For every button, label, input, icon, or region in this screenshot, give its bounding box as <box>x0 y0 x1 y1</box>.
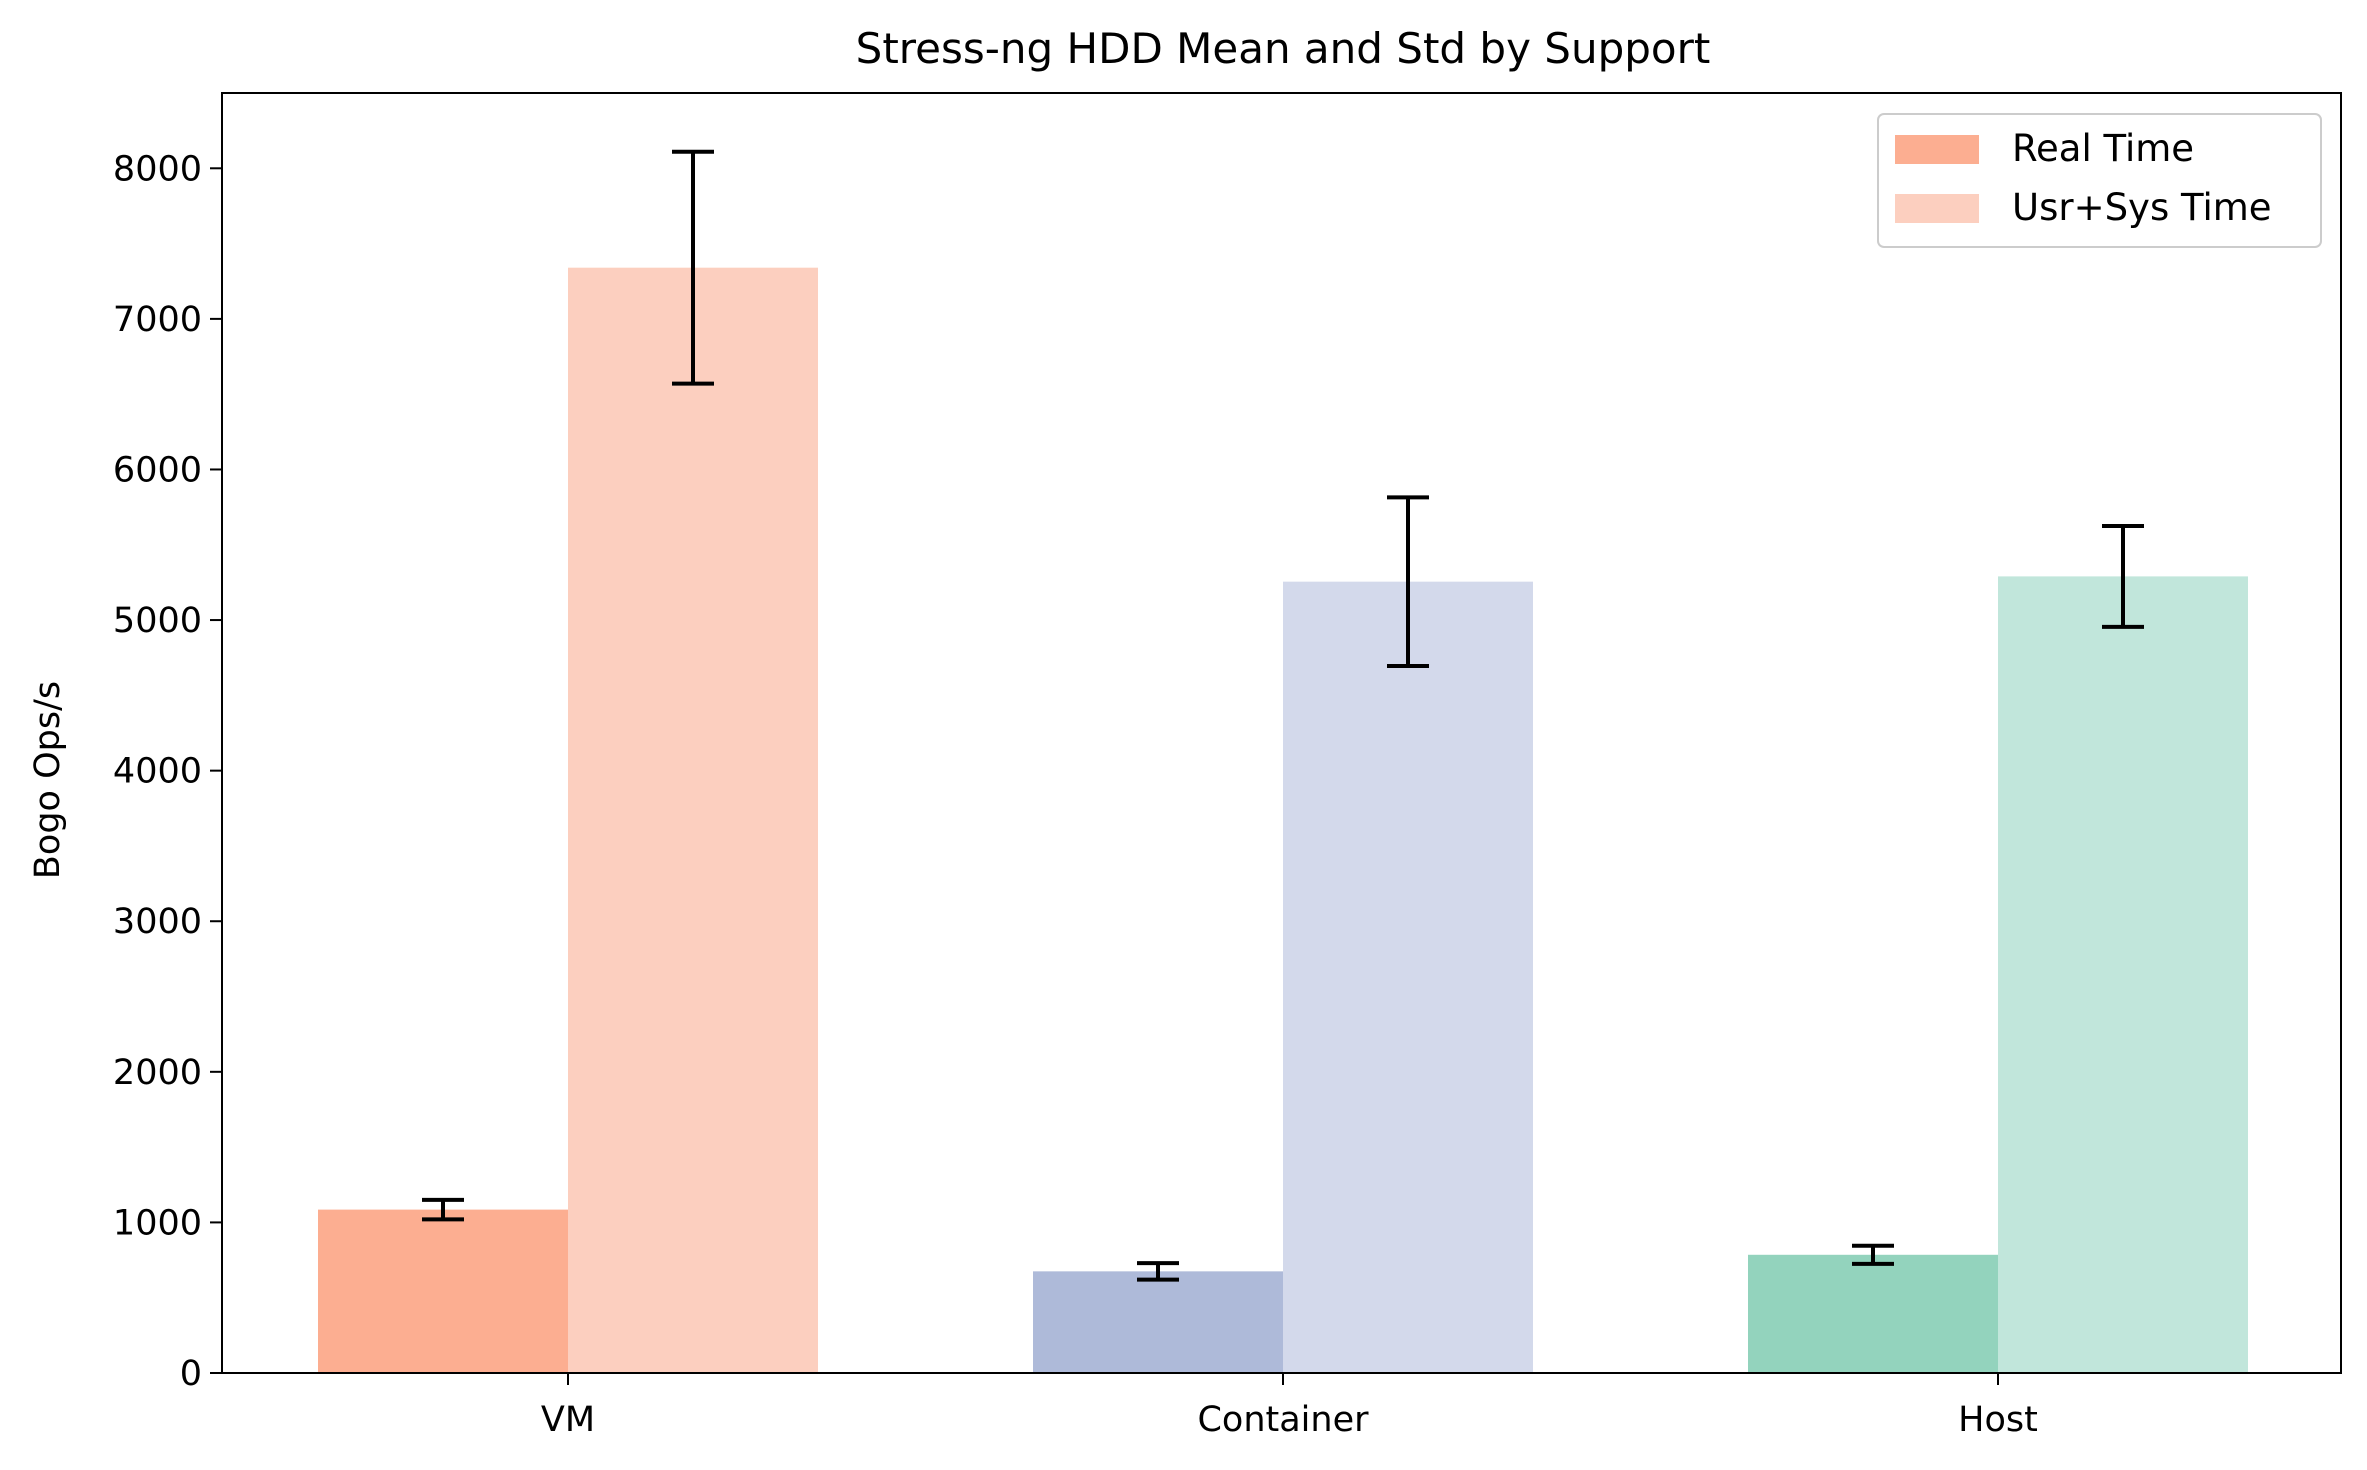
y-tick-label: 0 <box>180 1354 202 1394</box>
error-bar-real-time-host <box>1852 1243 1894 1266</box>
y-tick-label: 8000 <box>113 149 202 189</box>
legend-swatch-usr-sys-time <box>1895 194 1979 223</box>
x-tick-label-host: Host <box>1958 1400 2038 1440</box>
legend-label-real-time: Real Time <box>2012 127 2194 170</box>
y-tick-label: 2000 <box>113 1053 202 1093</box>
error-bar-usr-sys-time-host <box>2102 523 2144 629</box>
bar-real-time-container <box>1033 1271 1283 1373</box>
y-tick-label: 1000 <box>113 1203 202 1243</box>
y-tick-label: 5000 <box>113 601 202 641</box>
bar-real-time-host <box>1748 1254 1998 1373</box>
bar-usr-sys-time-container <box>1283 581 1533 1373</box>
error-bar-real-time-container <box>1137 1261 1179 1282</box>
legend-swatch-real-time <box>1895 135 1979 164</box>
y-tick-label: 7000 <box>113 300 202 340</box>
x-tick-label-container: Container <box>1197 1400 1369 1440</box>
bar-usr-sys-time-host <box>1998 576 2248 1373</box>
bar-usr-sys-time-vm <box>568 267 818 1373</box>
error-bar-usr-sys-time-vm <box>672 149 714 386</box>
x-tick-label-vm: VM <box>541 1400 595 1440</box>
y-tick-label: 4000 <box>113 752 202 792</box>
y-axis: 0 1000 2000 3000 4000 5000 6000 7000 8000 <box>113 149 222 1394</box>
chart-title: Stress-ng HDD Mean and Std by Support <box>856 24 1711 73</box>
plot-frame <box>221 92 2342 1374</box>
bars-group <box>318 267 2248 1373</box>
y-axis-label: Bogo Ops/s <box>28 681 68 879</box>
y-tick-label: 3000 <box>113 902 202 942</box>
x-axis: VM Container Host <box>541 1373 2038 1440</box>
error-bar-real-time-vm <box>422 1197 464 1222</box>
error-bar-usr-sys-time-container <box>1387 495 1429 668</box>
legend: Real Time Usr+Sys Time <box>1877 113 2322 248</box>
legend-label-usr-sys-time: Usr+Sys Time <box>2012 186 2272 229</box>
legend-box <box>1877 113 2322 248</box>
error-bars-group <box>422 149 2144 1282</box>
bar-real-time-vm <box>318 1209 568 1373</box>
y-tick-label: 6000 <box>113 450 202 490</box>
